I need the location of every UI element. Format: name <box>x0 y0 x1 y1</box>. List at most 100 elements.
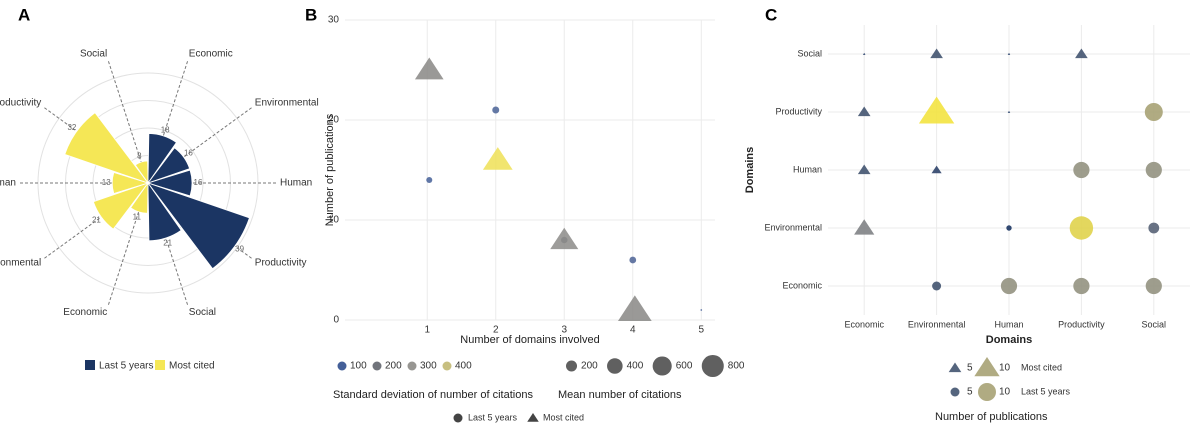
category-label: Social <box>80 48 107 59</box>
category-label: Human <box>280 178 312 189</box>
value-label: 21 <box>92 216 101 225</box>
legend-color <box>372 361 382 371</box>
legend-label: 800 <box>728 361 745 372</box>
polar-bar <box>134 160 149 185</box>
x-tick-label: 2 <box>493 325 499 336</box>
value-label: 16 <box>184 149 193 158</box>
legend-label: Last 5 years <box>99 361 153 372</box>
point <box>1000 277 1018 295</box>
legend-size <box>948 362 962 373</box>
point <box>426 176 433 184</box>
y-tick-label: Environmental <box>764 222 822 232</box>
point <box>700 309 703 311</box>
legend-size <box>701 354 724 378</box>
y-axis-title: Domains <box>744 147 756 193</box>
value-label: 21 <box>163 239 172 248</box>
legend-size <box>607 358 623 374</box>
x-tick-label: Environmental <box>908 319 966 329</box>
category-label: Economic <box>63 307 107 318</box>
point <box>1007 52 1011 55</box>
point <box>930 48 943 59</box>
point <box>414 57 444 80</box>
point <box>1073 277 1090 295</box>
x-tick-label: 1 <box>424 325 430 336</box>
polar-bar <box>146 147 191 184</box>
legend-size <box>652 356 672 376</box>
legend-size <box>978 383 996 401</box>
legend-color <box>442 361 452 371</box>
polar-bar <box>147 181 182 242</box>
point <box>1073 161 1090 179</box>
legend-label: 600 <box>676 361 693 372</box>
legend-swatch <box>85 360 95 370</box>
legend-shape <box>453 413 463 423</box>
legend-color <box>337 361 347 371</box>
value-label: 8 <box>137 151 142 160</box>
category-label: Human <box>0 178 16 189</box>
point <box>857 106 871 117</box>
point <box>550 227 579 250</box>
legend-size <box>950 387 960 397</box>
y-tick-label: Economic <box>782 280 822 290</box>
category-label: Environmental <box>0 258 41 269</box>
legend-label: 200 <box>581 361 598 372</box>
legend-label: 10 <box>999 387 1011 398</box>
legend-label: 5 <box>967 387 973 398</box>
point <box>1075 48 1088 59</box>
legend-label: 100 <box>350 361 367 372</box>
point <box>482 147 513 170</box>
y-tick-label: 30 <box>328 15 340 26</box>
polar-bar <box>130 181 149 214</box>
panel-letter: B <box>305 5 317 24</box>
legend-label: Last 5 years <box>468 412 518 422</box>
y-tick-label: Human <box>793 164 822 174</box>
legend-label: Most cited <box>543 412 584 422</box>
legend-shape <box>527 413 539 422</box>
panel-letter: C <box>765 5 777 24</box>
legend-label: Last 5 years <box>1021 386 1071 396</box>
polar-bar <box>146 182 250 270</box>
x-tick-label: Economic <box>844 319 884 329</box>
value-label: 11 <box>133 213 142 222</box>
legend-label: 400 <box>627 361 644 372</box>
point <box>1069 216 1094 240</box>
legend-label: 300 <box>420 361 437 372</box>
legend-label: 200 <box>385 361 402 372</box>
x-axis-title: Domains <box>986 334 1032 346</box>
y-axis-title: Number of publications <box>324 113 336 226</box>
point <box>854 219 875 235</box>
category-label: Environmental <box>255 98 319 109</box>
point <box>1145 161 1162 179</box>
legend-color <box>407 361 417 371</box>
polar-bar <box>147 133 177 185</box>
legend-label: 10 <box>999 363 1011 374</box>
legend-title: Standard deviation of number of citation… <box>333 389 533 401</box>
legend-label: 400 <box>455 361 472 372</box>
point <box>1144 103 1163 121</box>
x-axis-title: Number of domains involved <box>460 334 599 346</box>
point <box>1145 277 1162 295</box>
legend-size <box>566 360 578 372</box>
category-label: Economic <box>189 48 233 59</box>
category-label: Social <box>189 307 216 318</box>
category-label: Productivity <box>0 98 41 109</box>
value-label: 18 <box>161 125 170 134</box>
polar-bar <box>92 182 150 230</box>
category-label: Productivity <box>255 258 307 269</box>
x-tick-label: 3 <box>561 325 567 336</box>
polar-bar <box>146 169 193 197</box>
value-label: 32 <box>67 123 76 132</box>
legend-label: Most cited <box>169 361 215 372</box>
value-label: 16 <box>194 178 203 187</box>
x-tick-label: 5 <box>699 325 705 336</box>
x-tick-label: Human <box>994 319 1023 329</box>
point <box>629 256 637 264</box>
polar-bar <box>64 112 150 184</box>
x-tick-label: Productivity <box>1058 319 1105 329</box>
legend-title: Number of publications <box>935 411 1048 423</box>
y-tick-label: Social <box>797 48 822 58</box>
y-tick-label: Productivity <box>775 106 822 116</box>
point <box>862 52 866 55</box>
value-label: 13 <box>102 178 111 187</box>
